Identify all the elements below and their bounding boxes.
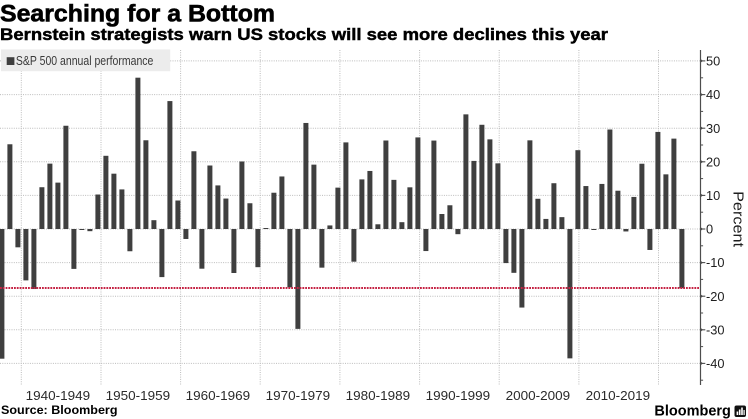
svg-text:2000-2009: 2000-2009 [506, 388, 571, 403]
svg-text:Searching for a Bottom: Searching for a Bottom [0, 0, 275, 27]
svg-text:-10: -10 [706, 255, 725, 270]
svg-text:20: 20 [706, 154, 720, 169]
svg-text:1940-1949: 1940-1949 [26, 388, 91, 403]
svg-text:2010-2019: 2010-2019 [586, 388, 651, 403]
svg-text:1960-1969: 1960-1969 [186, 388, 251, 403]
svg-text:-30: -30 [706, 322, 725, 337]
svg-text:40: 40 [706, 87, 720, 102]
svg-text:1990-1999: 1990-1999 [426, 388, 491, 403]
svg-text:Percent: Percent [730, 191, 746, 247]
svg-text:0: 0 [706, 222, 713, 237]
svg-text:1970-1979: 1970-1979 [266, 388, 331, 403]
svg-text:-40: -40 [706, 356, 725, 371]
svg-text:Bernstein strategists warn US: Bernstein strategists warn US stocks wil… [0, 26, 609, 44]
svg-text:S&P 500 annual performance: S&P 500 annual performance [16, 53, 154, 68]
svg-text:10: 10 [706, 188, 720, 203]
svg-text:50: 50 [706, 54, 720, 69]
svg-text:1950-1959: 1950-1959 [106, 388, 171, 403]
svg-text:Source: Bloomberg: Source: Bloomberg [1, 405, 117, 417]
svg-text:Bloomberg: Bloomberg [654, 404, 731, 419]
svg-text:1980-1989: 1980-1989 [346, 388, 411, 403]
svg-text:-20: -20 [706, 289, 725, 304]
svg-text:30: 30 [706, 121, 720, 136]
